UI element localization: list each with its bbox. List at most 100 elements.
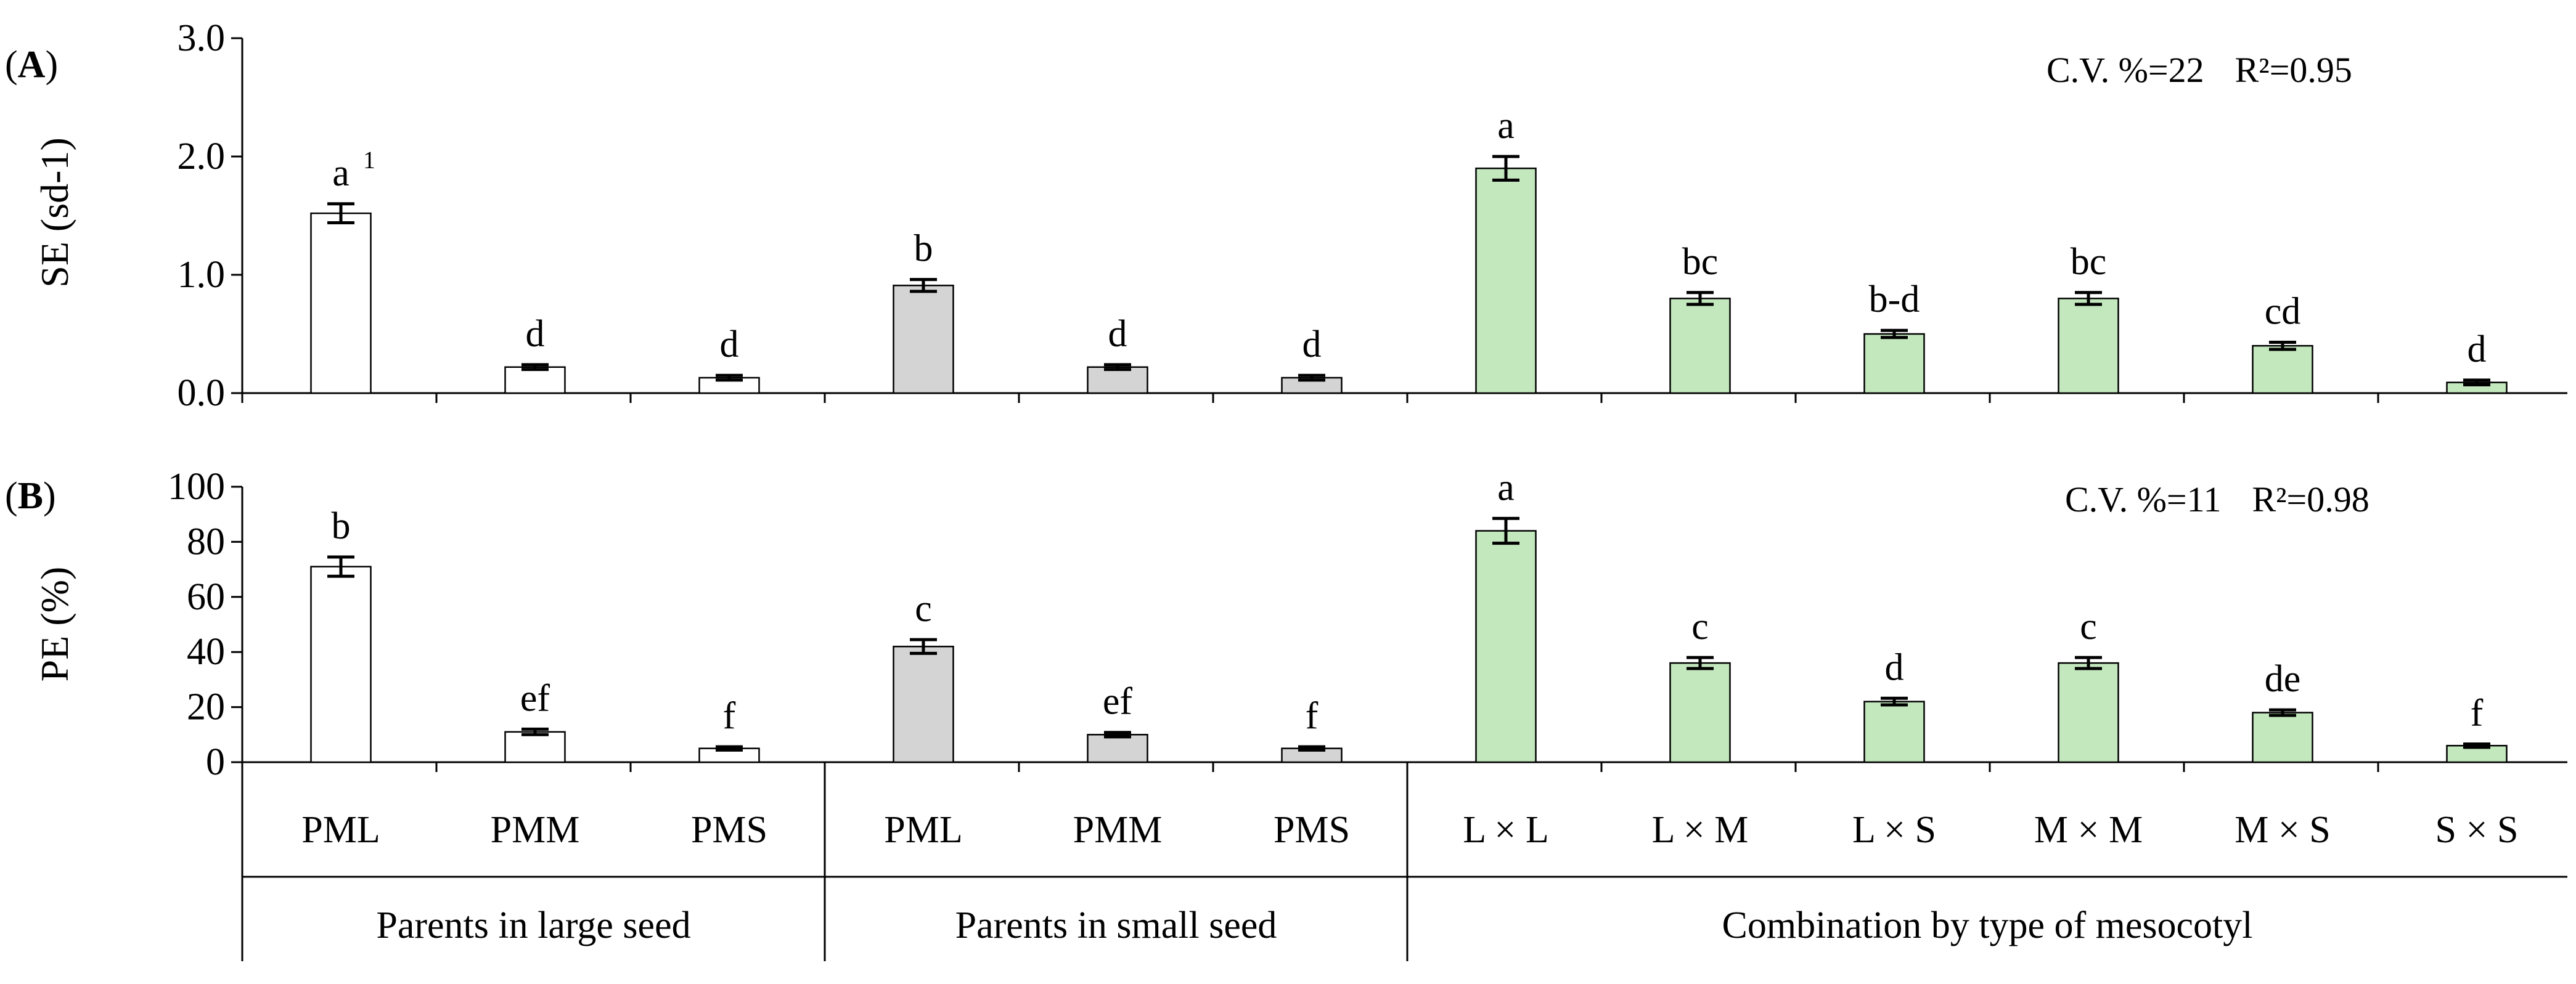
panel-b-error-bar <box>521 727 549 736</box>
panel-a-bar <box>1475 167 1537 394</box>
panel-a-error-bar <box>1881 328 1908 340</box>
panel-b-bar <box>1087 734 1148 763</box>
panel-a-significance-letter: bc <box>2071 241 2107 283</box>
panel-b-error-bar <box>716 745 743 752</box>
category-label: M × M <box>2034 809 2143 851</box>
panel-a-bar <box>2252 344 2313 394</box>
panel-b-significance-letter: de <box>2265 658 2301 700</box>
panel-a-error-bar <box>1298 373 1325 382</box>
panel-a-significance-letter: d <box>526 313 545 355</box>
panel-a-bar <box>893 285 954 394</box>
panel-a-error-bar <box>910 278 937 293</box>
panel-a-significance-letter: d <box>1302 323 1322 365</box>
category-label: PMM <box>1073 809 1163 851</box>
panel-b-error-bar <box>910 638 937 655</box>
panel-a-bar <box>1087 366 1148 394</box>
panel-b-error-bar <box>2075 656 2102 670</box>
category-label: PMS <box>691 809 767 851</box>
panel-b-bar <box>2058 662 2119 763</box>
category-label: L × S <box>1852 809 1936 851</box>
category-table: PML PMM PMS PML PMM PMS L × L L × M L × S M × M M … <box>241 762 2567 961</box>
panel-b-y-tick-label: 60 <box>187 576 225 618</box>
panel-a-y-tick-label: 2.0 <box>178 136 226 177</box>
panel-b-cv: C.V. %=11 <box>2065 479 2221 519</box>
panel-a-error-bar <box>2075 291 2102 306</box>
panel-b-significance-letter: d <box>1885 646 1904 688</box>
panel-a-letter: A <box>18 44 46 86</box>
panel-b-y-tick-label: 20 <box>187 686 225 728</box>
panel-a-error-bar <box>1492 155 1519 182</box>
panel-b-y-tick-label: 0 <box>206 741 225 783</box>
panel-b-error-bar <box>1492 516 1519 545</box>
panel-a-significance-letter: cd <box>2265 290 2301 332</box>
panel-a-ylabel: SE (sd-1) <box>33 137 76 288</box>
category-label: M × S <box>2235 809 2331 851</box>
category-label: L × M <box>1652 809 1749 851</box>
panel-a-y-tick-label: 3.0 <box>178 17 226 59</box>
panel-a-label: (A) <box>5 44 58 86</box>
panel-b-significance-letter: b <box>332 505 351 547</box>
panel-b-bar <box>2252 712 2313 763</box>
panel-a-error-bar <box>2269 340 2296 351</box>
panel-a-significance-letter: d <box>1108 313 1127 355</box>
group-label: Combination by type of mesocotyl <box>1722 905 2252 946</box>
category-label: PML <box>301 809 380 851</box>
panel-b-bar <box>1669 662 1731 763</box>
panel-b-error-bar <box>1687 656 1714 670</box>
panel-b-bar <box>893 646 954 763</box>
panel-b-error-bar <box>2269 708 2296 717</box>
panel-b-error-bar <box>1298 745 1325 752</box>
panel-b-bar <box>1475 530 1537 763</box>
panel-b-bar <box>1863 701 1925 763</box>
category-label: S × S <box>2435 809 2519 851</box>
panel-b-significance-letter: c <box>915 588 932 630</box>
panel-a-bar <box>2058 298 2119 394</box>
group-label: Parents in large seed <box>376 905 690 946</box>
panel-b-significance-letter: c <box>2080 606 2097 648</box>
category-label: PMM <box>491 809 580 851</box>
panel-a-error-bar <box>327 202 354 225</box>
panel-b-bar <box>504 731 566 763</box>
panel-a-stats: C.V. %=22 R²=0.95 <box>2046 50 2352 90</box>
panel-b-y-tick-label: 40 <box>187 631 225 673</box>
panel-b-significance-letter: f <box>723 695 736 737</box>
panel-b-stats: C.V. %=11 R²=0.98 <box>2065 479 2370 519</box>
panel-b-label: (B) <box>5 475 56 517</box>
panel-b-significance-letter: f <box>2471 692 2484 734</box>
category-label: L × L <box>1463 809 1548 851</box>
panel-b: (B) PE (%) C.V. %=11 R²=0.98 0 20 40 60 80 100… <box>5 466 2567 783</box>
panel-a-error-bar <box>1687 291 1714 306</box>
panel-b-r2: R²=0.98 <box>2252 479 2369 519</box>
panel-a-significance-letter: d <box>720 323 739 365</box>
panel-b-error-bar <box>1881 696 1908 707</box>
panel-a-cv: C.V. %=22 <box>2046 50 2204 90</box>
panel-a-significance-letter: b <box>914 228 933 270</box>
panel-b-y-tick-label: 80 <box>187 521 225 563</box>
panel-b-significance-letter: ef <box>1103 681 1133 723</box>
panel-b-letter: B <box>18 475 43 517</box>
panel-a-bar <box>1863 333 1925 394</box>
panel-a: (A) SE (sd-1) C.V. %=22 R²=0.95 0.0 1.0 2.0… <box>5 17 2567 414</box>
panel-a-y-tick-label: 0.0 <box>178 372 226 414</box>
panel-a-significance-letter: b-d <box>1869 279 1920 320</box>
panel-b-error-bar <box>327 555 354 578</box>
category-label: PML <box>884 809 962 851</box>
panel-b-ylabel: PE (%) <box>33 567 76 682</box>
panel-a-error-bar <box>716 373 743 382</box>
panel-b-significance-letter: c <box>1691 606 1709 648</box>
panel-a-significance-letter: d <box>2468 328 2487 370</box>
panel-a-footnote-mark: 1 <box>363 146 375 174</box>
category-label: PMS <box>1274 809 1350 851</box>
panel-a-bar <box>310 212 372 394</box>
panel-a-r2: R²=0.95 <box>2235 50 2352 90</box>
panel-a-error-bar <box>521 363 549 372</box>
panel-a-significance-letter: a <box>332 152 350 194</box>
panel-b-significance-letter: ef <box>520 677 550 719</box>
group-label: Parents in small seed <box>955 905 1277 946</box>
panel-b-significance-letter: f <box>1306 695 1319 737</box>
panel-a-significance-letter: bc <box>1682 241 1719 283</box>
panel-a-significance-letter: a <box>1497 105 1515 147</box>
panel-b-y-tick-label: 100 <box>168 466 225 508</box>
panel-b-error-bar <box>1104 731 1131 739</box>
